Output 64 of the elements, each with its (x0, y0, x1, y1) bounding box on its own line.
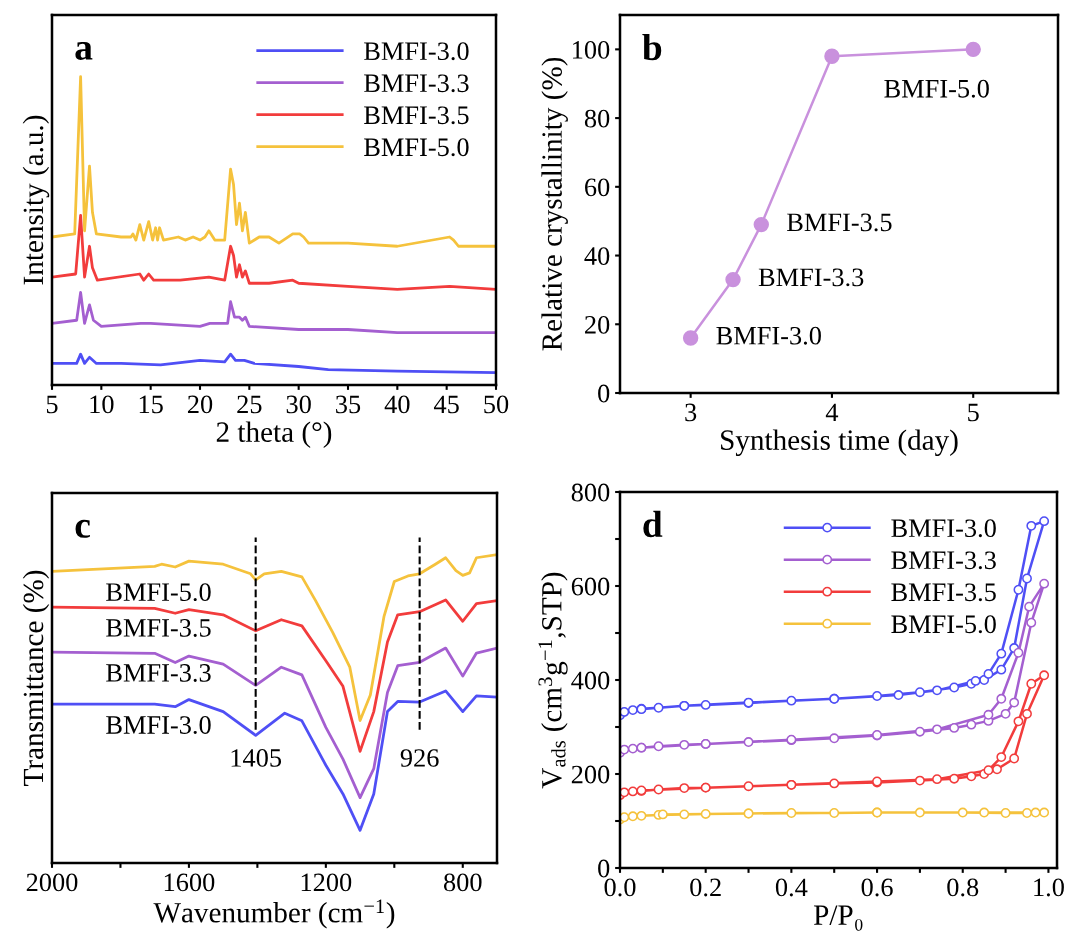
annotation: BMFI-3.5 (787, 213, 892, 232)
x-tick-label: 1200 (301, 873, 352, 892)
y-tick-label: 80 (584, 109, 610, 128)
y-tick-label: 400 (571, 671, 610, 690)
annotation: d (643, 510, 663, 538)
y-tick-label: 0 (598, 859, 610, 878)
x-tick-label: 4 (825, 403, 839, 422)
x-axis-title: Synthesis time (day) (721, 429, 958, 456)
x-tick-label: 45 (433, 395, 459, 414)
x-tick-label: 30 (286, 395, 311, 414)
legend-label: BMFI-5.0 (364, 138, 469, 157)
x-tick-label: 5 (46, 395, 58, 414)
annotation: BMFI-5.0 (884, 79, 989, 98)
legend-label: BMFI-3.3 (364, 74, 469, 93)
series-label: BMFI-3.0 (106, 716, 211, 735)
legend-label: BMFI-3.0 (364, 42, 469, 61)
y-tick-label: 60 (585, 178, 610, 197)
x-axis-title: P/P₀ (813, 905, 863, 931)
y-axis-title: Relative crystallinity (%) (541, 57, 568, 351)
x-tick-label: 40 (384, 395, 410, 414)
x-tick-label: 2000 (26, 873, 78, 892)
x-tick-label: 800 (443, 873, 482, 892)
x-tick-label: 3 (685, 403, 697, 422)
annotation: BMFI-3.0 (716, 326, 821, 345)
ref-line-label: 926 (400, 749, 439, 767)
x-tick-label: 15 (139, 395, 163, 414)
legend-label: BMFI-3.3 (891, 551, 996, 570)
text: a (75, 41, 93, 60)
y-tick-label: 100 (573, 40, 610, 59)
y-tick-label: 20 (585, 315, 610, 334)
legend-label: BMFI-3.5 (364, 106, 469, 125)
x-tick-label: 20 (187, 395, 213, 414)
legend-label: BMFI-3.0 (891, 519, 996, 538)
y-axis-title: V$_{ads}$ (cm$^{3}$g$^{−1}$,STP) (538, 572, 568, 789)
x-tick-label: 0.2 (690, 878, 721, 897)
x-tick-label: 50 (484, 395, 509, 414)
x-tick-label: 1600 (164, 873, 215, 892)
annotation: b (642, 33, 662, 61)
y-tick-label: 0 (598, 384, 610, 403)
x-tick-label: 0.8 (947, 878, 979, 897)
series-label: BMFI-3.3 (106, 664, 211, 682)
x-axis-title: Wavenumber (cm$^{−1}$) (153, 899, 395, 929)
y-axis-title: Intensity (a.u.) (22, 115, 50, 285)
y-tick-label: 200 (571, 765, 610, 784)
x-tick-label: 0.6 (861, 878, 893, 897)
x-axis-title: 2 theta (°) (216, 421, 332, 448)
x-tick-label: 0.0 (604, 878, 636, 897)
x-tick-label: 10 (90, 395, 114, 414)
text: c (75, 519, 90, 538)
x-tick-label: 1.0 (1034, 878, 1064, 897)
x-tick-label: 25 (237, 395, 262, 414)
y-tick-label: 600 (571, 577, 610, 596)
y-axis-title: Transmittance (%) (22, 570, 50, 786)
legend-label: BMFI-3.5 (891, 583, 996, 602)
x-tick-label: 5 (968, 403, 979, 422)
legend-label: BMFI-5.0 (891, 615, 996, 634)
ref-line-label: 1405 (231, 749, 282, 767)
series-label: BMFI-3.5 (106, 619, 211, 637)
y-tick-label: 40 (584, 247, 610, 265)
annotation: BMFI-3.3 (758, 268, 864, 287)
y-tick-label: 800 (571, 483, 610, 502)
x-tick-label: 35 (336, 395, 361, 414)
x-tick-label: 0.4 (775, 878, 808, 897)
series-label: BMFI-5.0 (106, 583, 211, 602)
